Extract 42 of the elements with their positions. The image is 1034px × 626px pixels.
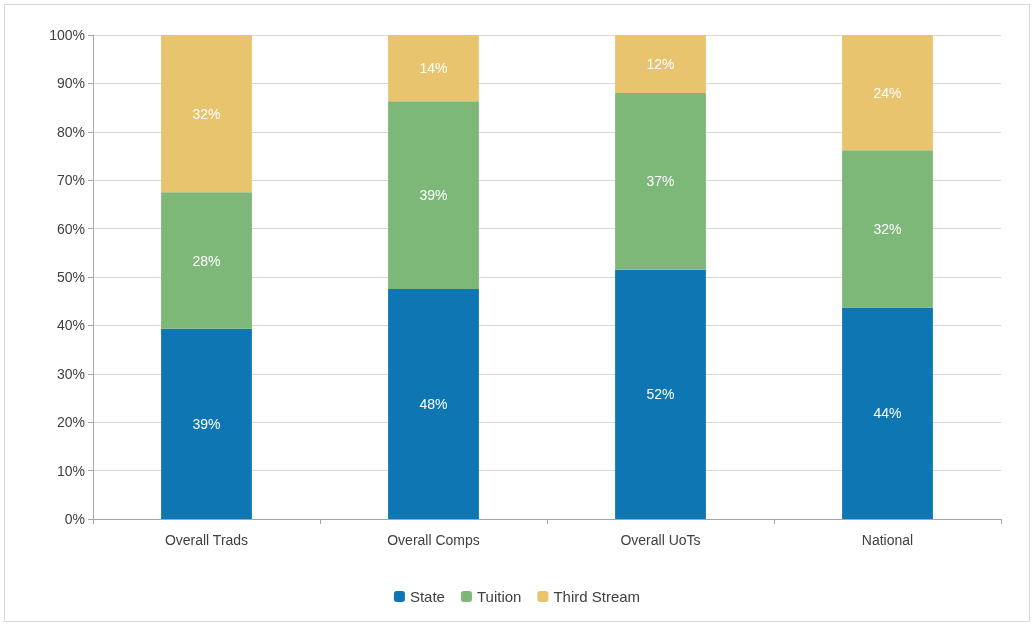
data-label: 12% <box>646 56 675 73</box>
data-label: 28% <box>192 252 221 269</box>
bar <box>615 35 706 94</box>
data-label: 32% <box>873 220 902 237</box>
bar <box>615 269 706 519</box>
x-tick-label: Overall UoTs <box>620 532 701 548</box>
bar <box>842 35 933 151</box>
y-tick-label: 100% <box>49 27 85 43</box>
data-label: 48% <box>419 396 448 413</box>
y-tick-label: 50% <box>56 269 85 285</box>
x-tick-label: Overall Comps <box>387 532 480 548</box>
y-tick-label: 90% <box>56 75 85 92</box>
y-tick-label: 0% <box>64 511 85 527</box>
bar <box>842 150 933 308</box>
data-label: 32% <box>192 105 221 122</box>
data-label: 44% <box>873 405 902 422</box>
bar <box>388 289 479 519</box>
bar <box>161 328 252 519</box>
bar <box>161 35 252 193</box>
data-label: 37% <box>646 173 675 190</box>
legend-label: Tuition <box>476 588 522 605</box>
data-label: 39% <box>419 187 448 204</box>
y-tick-label: 20% <box>56 414 85 431</box>
bar <box>161 192 252 329</box>
x-tick-label: Overall Trads <box>164 532 249 548</box>
y-tick-label: 10% <box>56 462 85 479</box>
data-label: 14% <box>419 60 448 77</box>
y-tick-label: 30% <box>56 365 85 382</box>
data-label: 52% <box>646 386 675 403</box>
y-tick-label: 70% <box>56 172 85 189</box>
bar <box>842 307 933 519</box>
y-tick-label: 80% <box>56 123 85 140</box>
legend-label: Third Stream <box>553 588 641 605</box>
bar <box>388 35 479 102</box>
y-tick-label: 60% <box>56 220 85 237</box>
data-label: 39% <box>192 415 221 432</box>
legend-label: State <box>409 588 445 605</box>
x-tick-label: National <box>861 532 914 548</box>
y-tick-label: 40% <box>56 317 85 334</box>
bar <box>388 101 479 290</box>
bar <box>615 93 706 270</box>
data-label: 24% <box>873 84 902 101</box>
